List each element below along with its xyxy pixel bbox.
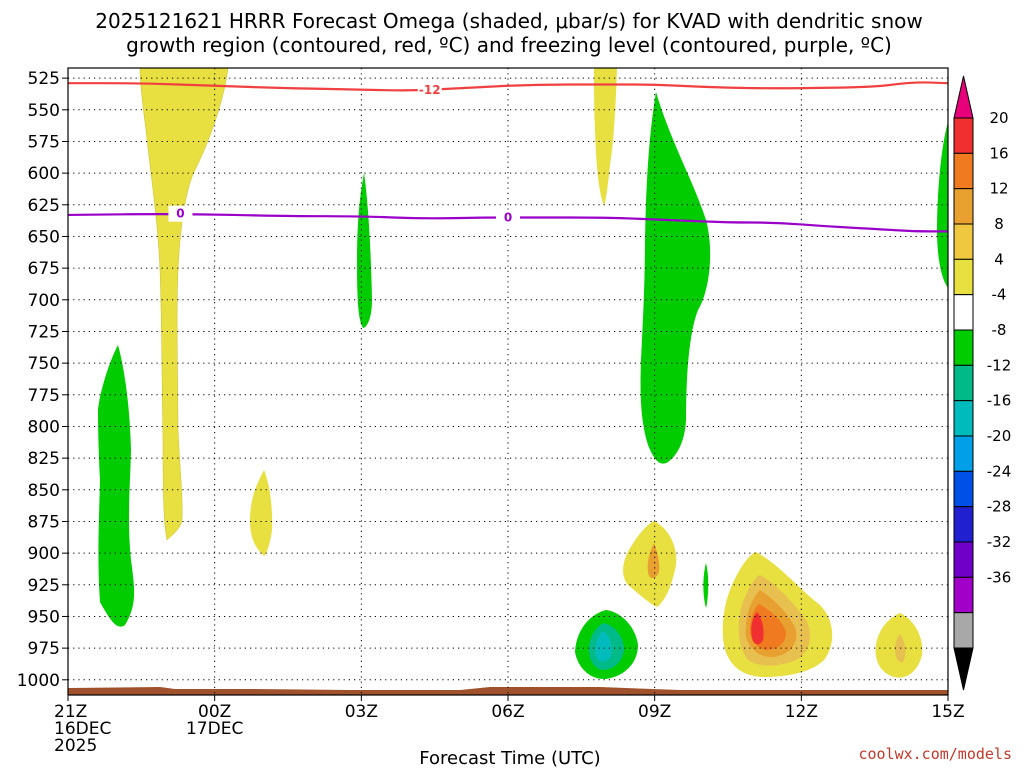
colorbar-label: 8 (994, 215, 1004, 233)
y-tick-label: 950 (28, 607, 60, 627)
colorbar-label: 12 (989, 180, 1008, 198)
colorbar-swatch (953, 364, 974, 402)
y-tick-label: 825 (28, 449, 60, 469)
omega-region-yellow-left (139, 67, 229, 541)
contour-0-line (68, 81, 949, 92)
y-tick-label: 975 (28, 639, 60, 659)
y-tick-label: 850 (28, 481, 60, 501)
colorbar-swatch (953, 470, 974, 508)
y-tick-label: 600 (28, 164, 60, 184)
contour-label-bg (168, 205, 193, 222)
contour-label: 0 (504, 210, 512, 224)
x-tick-label: 03Z (345, 702, 378, 722)
x-tick-label: 12Z (785, 702, 818, 722)
contour-label: 0 (176, 207, 184, 221)
colorbar-swatch (953, 294, 974, 331)
x-tick-label: 15Z (931, 702, 964, 722)
colorbar-label: -16 (987, 392, 1012, 410)
omega-region-green-03z (357, 173, 372, 328)
omega-region-green-09z (640, 92, 711, 464)
colorbar-label: -12 (987, 356, 1012, 374)
colorbar-swatch (953, 258, 974, 296)
omega-region-yellow-08z-top (594, 68, 617, 206)
y-tick-label: 550 (28, 101, 60, 121)
y-axis-ticks: 525 550 575 600 625 650 675 700 725 750 775 800 825 8… (17, 69, 68, 691)
colorbar-swatch (953, 612, 974, 649)
colorbar-swatch (953, 576, 974, 614)
contour-1-line (67, 212, 948, 233)
contour-label-bg (496, 209, 520, 226)
colorbar-swatch (953, 223, 974, 260)
x-tick-label: 06Z (491, 702, 524, 722)
colorbar-swatch (953, 506, 974, 543)
x-axis-label: Forecast Time (UTC) (419, 748, 600, 768)
omega-region-green-left (98, 345, 135, 627)
y-tick-label: 900 (28, 544, 60, 564)
colorbar-label: -20 (987, 427, 1012, 445)
contour-lines: -12 0 0 (67, 81, 949, 233)
surface-terrain-strip (68, 687, 948, 695)
chart-title-line-1: 2025121621 HRRR Forecast Omega (shaded, … (95, 9, 923, 33)
y-tick-label: 650 (28, 227, 60, 247)
credit-text: coolwx.com/models (858, 745, 1012, 763)
y-tick-label: 525 (28, 69, 60, 89)
omega-region-green-10z (703, 563, 709, 608)
colorbar-swatch (953, 117, 974, 154)
y-tick-label: 625 (28, 196, 60, 216)
colorbar-swatch (953, 188, 974, 225)
omega-region-red-11z (751, 612, 764, 645)
chart-title-line-2: growth region (contoured, red, ºC) and f… (126, 33, 892, 57)
omega-region-orange-09z-low (647, 543, 660, 579)
colorbar-label: -32 (987, 533, 1012, 551)
y-tick-label: 775 (28, 386, 60, 406)
y-tick-label: 725 (28, 322, 60, 342)
y-tick-label: 800 (28, 417, 60, 437)
x-tick-label: 17DEC (186, 719, 243, 739)
colorbar-swatch (953, 152, 974, 190)
y-tick-label: 675 (28, 259, 60, 279)
y-tick-label: 925 (28, 576, 60, 596)
y-tick-label: 700 (28, 291, 60, 311)
colorbar-label: -36 (987, 568, 1012, 586)
omega-region-cyan-08z-low (595, 631, 612, 662)
colorbar-top-arrow (953, 75, 974, 119)
contour-label: -12 (419, 83, 441, 97)
colorbar-swatch (953, 400, 974, 437)
colorbar-swatch (953, 329, 974, 366)
x-tick-label: 09Z (638, 702, 671, 722)
colorbar-swatch (953, 541, 974, 578)
colorbar-label: 20 (989, 109, 1008, 127)
x-tick-label: 2025 (54, 736, 97, 756)
omega-region-yellow-01z (250, 470, 273, 556)
colorbar-swatch (953, 435, 974, 472)
grid-lines (68, 68, 948, 695)
y-tick-label: 875 (28, 512, 60, 532)
x-tick-label: 21Z (54, 702, 87, 722)
y-tick-label: 1000 (17, 671, 60, 691)
colorbar: 20 16 12 8 4 -4 -8 -12 -16 -20 -24 -28 -32 -36 (953, 75, 1012, 691)
colorbar-label: -28 (987, 498, 1012, 516)
x-tick-label: 16DEC (54, 719, 111, 739)
y-tick-label: 750 (28, 354, 60, 374)
colorbar-label: 16 (989, 144, 1008, 162)
contour-label-bg (417, 81, 442, 98)
x-tick-label: 00Z (198, 702, 231, 722)
colorbar-label: -8 (992, 321, 1007, 339)
colorbar-label: -24 (987, 462, 1012, 480)
colorbar-label: 4 (994, 250, 1004, 268)
colorbar-label: -4 (992, 286, 1007, 304)
colorbar-bottom-arrow (953, 647, 974, 691)
y-tick-label: 575 (28, 132, 60, 152)
